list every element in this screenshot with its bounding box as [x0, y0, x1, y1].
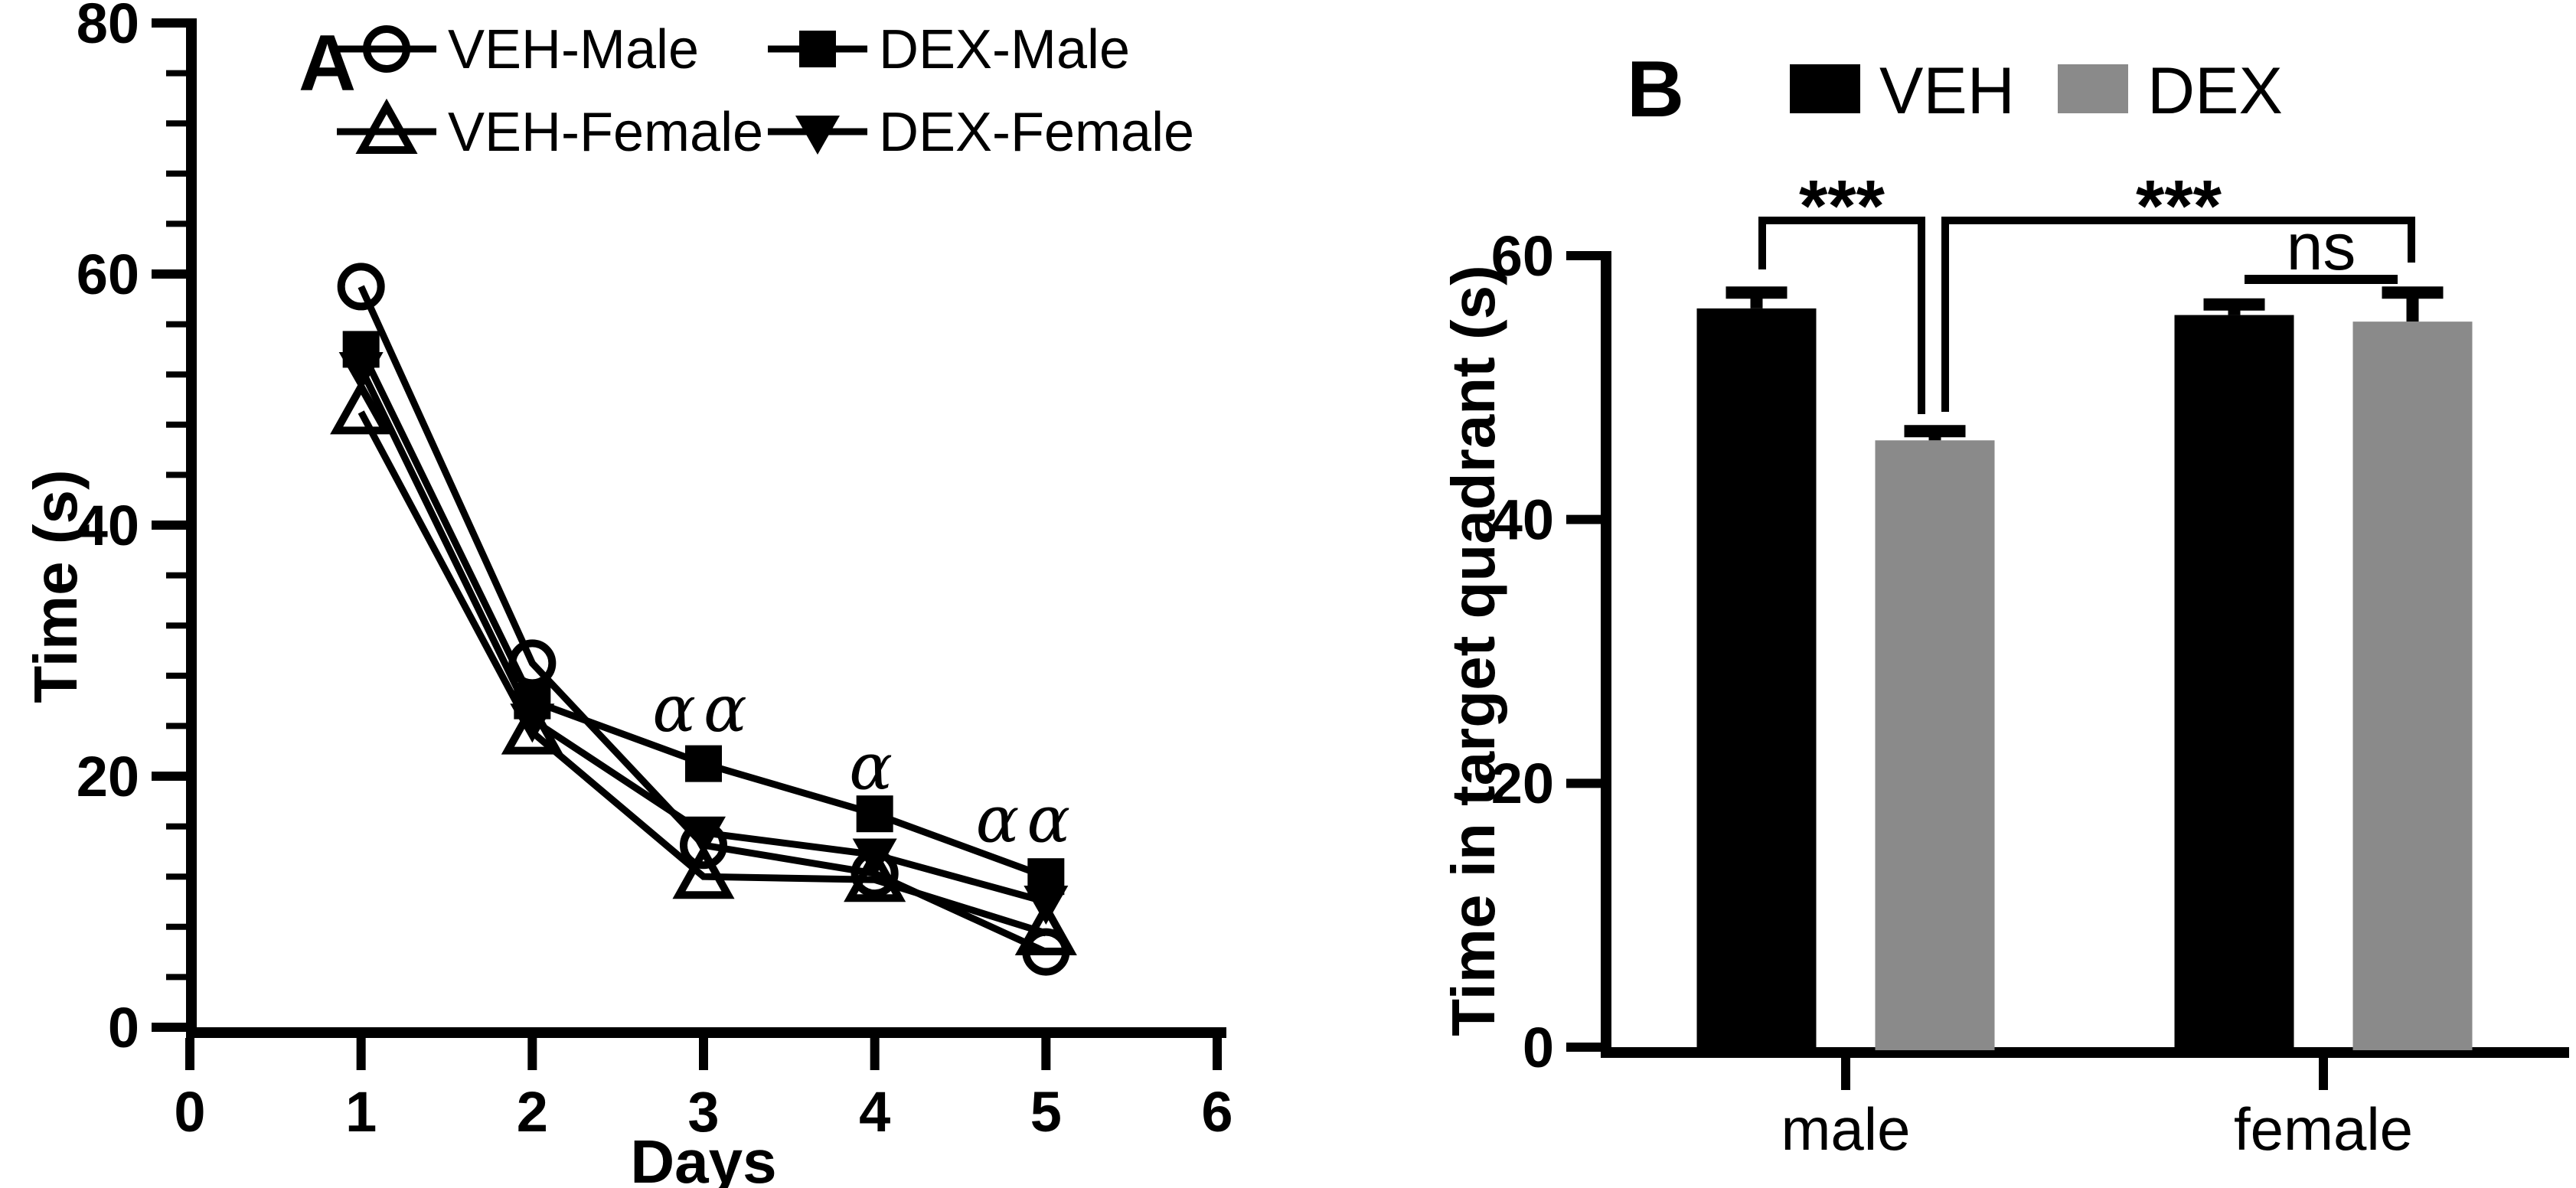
bar-female-dex: [2352, 321, 2473, 1051]
legend-item-dex-male: DEX-Male: [768, 19, 1130, 80]
y-axis-tick-label: 80: [77, 0, 139, 55]
data-point-veh-female-day2: [501, 699, 563, 755]
category-label-female: female: [2234, 1095, 2413, 1163]
significance-label: ***: [2136, 165, 2222, 247]
panel-label-a: A: [299, 19, 356, 108]
x-axis-tick-label: 2: [517, 1080, 548, 1144]
open-triangle-up-icon: [355, 98, 418, 154]
series-line-veh-female: [358, 410, 1047, 937]
y-axis-tick-label: 60: [77, 243, 139, 306]
data-point-veh-male-day2: [508, 639, 557, 687]
data-point-veh-male-day3: [680, 821, 727, 870]
data-point-veh-female-day5: [1014, 899, 1077, 955]
x-axis-tick-label: 0: [174, 1080, 205, 1144]
x-axis-tick-label: 3: [687, 1080, 719, 1144]
legend-label: DEX: [2147, 54, 2283, 128]
y-axis-tick-label: 20: [77, 745, 139, 808]
y-axis-tick-label: 40: [1491, 488, 1554, 552]
series-line-dex-male: [358, 348, 1047, 880]
data-point-veh-male-day5: [1022, 928, 1070, 976]
data-point-veh-male-day4: [851, 850, 899, 898]
legend-item-veh-male: VEH-Male: [337, 19, 699, 80]
x-axis-tick-label: 6: [1201, 1080, 1232, 1144]
significance-bracket-2: [1941, 217, 2415, 412]
legend-label: DEX-Female: [879, 102, 1194, 163]
y-axis-tick-label: 20: [1491, 752, 1554, 815]
bar-male-dex: [1875, 440, 1995, 1050]
data-point-veh-female-day3: [672, 843, 735, 899]
data-point-dex-male-day2: [514, 682, 551, 720]
bar-female-veh: [2174, 315, 2294, 1050]
legend-label: VEH-Male: [448, 19, 699, 80]
legend-item-dex-female: DEX-Female: [768, 102, 1194, 163]
y-axis-title: Time (s): [21, 469, 90, 703]
data-point-veh-male-day1: [337, 263, 385, 311]
x-axis-title: Days: [630, 1128, 776, 1188]
x-axis-tick-label: 1: [345, 1080, 377, 1144]
legend-label: VEH: [1879, 54, 2015, 128]
legend-item-veh: VEH: [1790, 54, 2015, 128]
legend-item-dex: DEX: [2058, 54, 2283, 128]
category-label-male: male: [1781, 1095, 1910, 1163]
legend-swatch-dex: [2058, 64, 2128, 113]
legend-swatch-veh: [1790, 64, 1860, 113]
filled-square-icon: [799, 31, 836, 67]
data-point-veh-female-day4: [844, 847, 906, 902]
y-axis-tick-label: 0: [108, 996, 139, 1059]
y-axis-title: Time in target quadrant (s): [1439, 265, 1507, 1036]
data-point-dex-female-day5: [1024, 886, 1069, 925]
filled-triangle-down-icon: [795, 116, 840, 155]
panel-a-escape-latency-line-chart: 0 20 40 60 80 0 1 2 3 4 5 6 Days Time (s) A VEH-Male DEX…: [21, 0, 1233, 1188]
significance-bracket-1: [1758, 217, 1925, 414]
significance-label: ***: [1799, 165, 1885, 247]
bar-male-veh: [1696, 308, 1817, 1050]
y-axis-tick-label: 60: [1491, 224, 1554, 288]
data-point-veh-female-day1: [330, 379, 393, 435]
legend-label: VEH-Female: [448, 102, 763, 163]
x-axis-tick-label: 4: [859, 1080, 890, 1144]
x-axis-tick-label: 5: [1030, 1080, 1062, 1144]
open-circle-icon: [363, 25, 410, 73]
significance-alpha-annotation: α: [849, 729, 900, 804]
legend-item-veh-female: VEH-Female: [337, 98, 763, 163]
data-point-dex-male-day1: [342, 331, 380, 368]
significance-alpha-annotation: αα: [652, 671, 754, 746]
legend-label: DEX-Male: [879, 19, 1130, 80]
data-point-dex-male-day3: [685, 745, 722, 782]
ns-label: ns: [2287, 211, 2356, 284]
panel-label-b: B: [1627, 45, 1684, 134]
data-point-dex-male-day5: [1027, 858, 1065, 896]
y-axis-tick-label: 40: [77, 494, 139, 557]
y-axis-tick-label: 0: [1523, 1016, 1554, 1079]
data-point-dex-female-day4: [852, 838, 897, 878]
data-point-dex-male-day4: [856, 795, 893, 833]
significance-alpha-annotation: αα: [976, 782, 1078, 857]
